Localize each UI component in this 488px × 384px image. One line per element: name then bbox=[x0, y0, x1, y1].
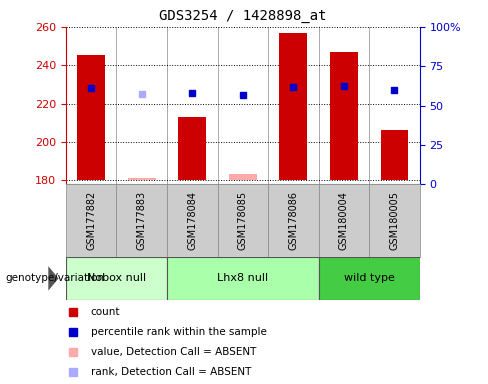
Bar bbox=[167, 257, 319, 300]
Text: GSM178085: GSM178085 bbox=[238, 191, 248, 250]
Bar bbox=[319, 257, 420, 300]
Bar bbox=[66, 257, 167, 300]
Text: GSM180004: GSM180004 bbox=[339, 191, 349, 250]
Title: GDS3254 / 1428898_at: GDS3254 / 1428898_at bbox=[159, 9, 326, 23]
Text: GSM178086: GSM178086 bbox=[288, 191, 298, 250]
Bar bbox=[218, 184, 268, 257]
Polygon shape bbox=[48, 266, 59, 291]
Bar bbox=[178, 117, 206, 180]
Bar bbox=[280, 33, 307, 180]
Text: count: count bbox=[91, 306, 120, 316]
Bar bbox=[381, 130, 408, 180]
Bar bbox=[229, 174, 257, 180]
Text: percentile rank within the sample: percentile rank within the sample bbox=[91, 327, 266, 337]
Bar bbox=[268, 184, 319, 257]
Bar bbox=[330, 52, 358, 180]
Bar bbox=[117, 184, 167, 257]
Text: Lhx8 null: Lhx8 null bbox=[217, 273, 268, 283]
Text: Nobox null: Nobox null bbox=[87, 273, 146, 283]
Text: wild type: wild type bbox=[344, 273, 395, 283]
Text: value, Detection Call = ABSENT: value, Detection Call = ABSENT bbox=[91, 347, 256, 357]
Text: GSM177882: GSM177882 bbox=[86, 191, 96, 250]
Text: GSM177883: GSM177883 bbox=[137, 191, 147, 250]
Bar bbox=[128, 178, 156, 180]
Bar bbox=[369, 184, 420, 257]
Text: rank, Detection Call = ABSENT: rank, Detection Call = ABSENT bbox=[91, 367, 251, 377]
Bar bbox=[66, 184, 117, 257]
Bar bbox=[167, 184, 218, 257]
Bar bbox=[77, 55, 105, 180]
Text: genotype/variation: genotype/variation bbox=[5, 273, 104, 283]
Text: GSM178084: GSM178084 bbox=[187, 191, 197, 250]
Text: GSM180005: GSM180005 bbox=[389, 191, 399, 250]
Bar bbox=[319, 184, 369, 257]
